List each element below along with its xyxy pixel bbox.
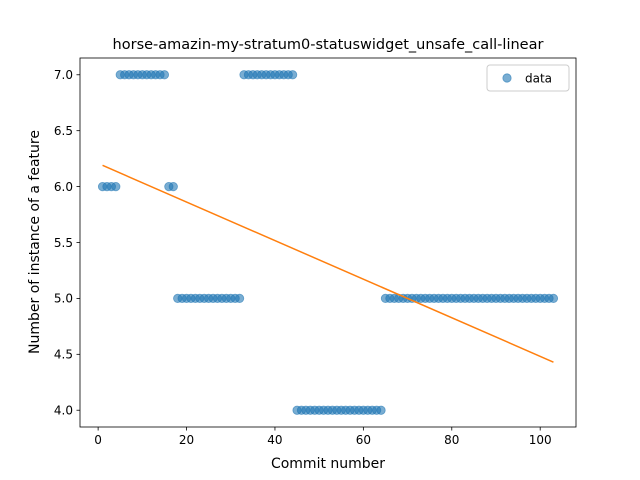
data-point (168, 181, 178, 192)
data-point (288, 70, 298, 80)
x-tick-label: 0 (94, 433, 102, 447)
x-tick-label: 100 (529, 433, 552, 447)
y-tick-label: 6.5 (54, 124, 73, 138)
x-tick-label: 80 (444, 433, 459, 447)
fit-line (102, 164, 554, 363)
chart-title: horse-amazin-my-stratum0-statuswidget_un… (113, 37, 544, 53)
x-tick-label: 20 (179, 433, 194, 447)
x-tick-label: 40 (267, 433, 282, 447)
data-point (548, 293, 559, 304)
data-point (234, 293, 245, 304)
legend: data (486, 64, 570, 92)
y-tick-label: 6.0 (54, 180, 73, 194)
axes: 0 20 40 60 80 100 4.0 4.5 5.0 5.5 6.0 6.5 7.0 (54, 57, 577, 447)
x-tick-label: 60 (356, 433, 371, 447)
y-tick-label: 4.0 (54, 404, 73, 418)
x-axis-label: Commit number (271, 456, 385, 472)
legend-marker (502, 73, 512, 83)
data-point (111, 181, 121, 192)
y-tick-label: 5.0 (54, 292, 73, 306)
y-tick-label: 5.5 (54, 236, 73, 250)
legend-label: data (525, 71, 552, 85)
plot-area (97, 70, 559, 415)
y-tick-label: 7.0 (54, 68, 73, 82)
y-tick-label: 4.5 (54, 348, 73, 362)
data-point (376, 405, 386, 415)
legend-box (486, 64, 570, 92)
data-point (159, 70, 170, 80)
y-axis-label: Number of instance of a feature (27, 130, 43, 354)
